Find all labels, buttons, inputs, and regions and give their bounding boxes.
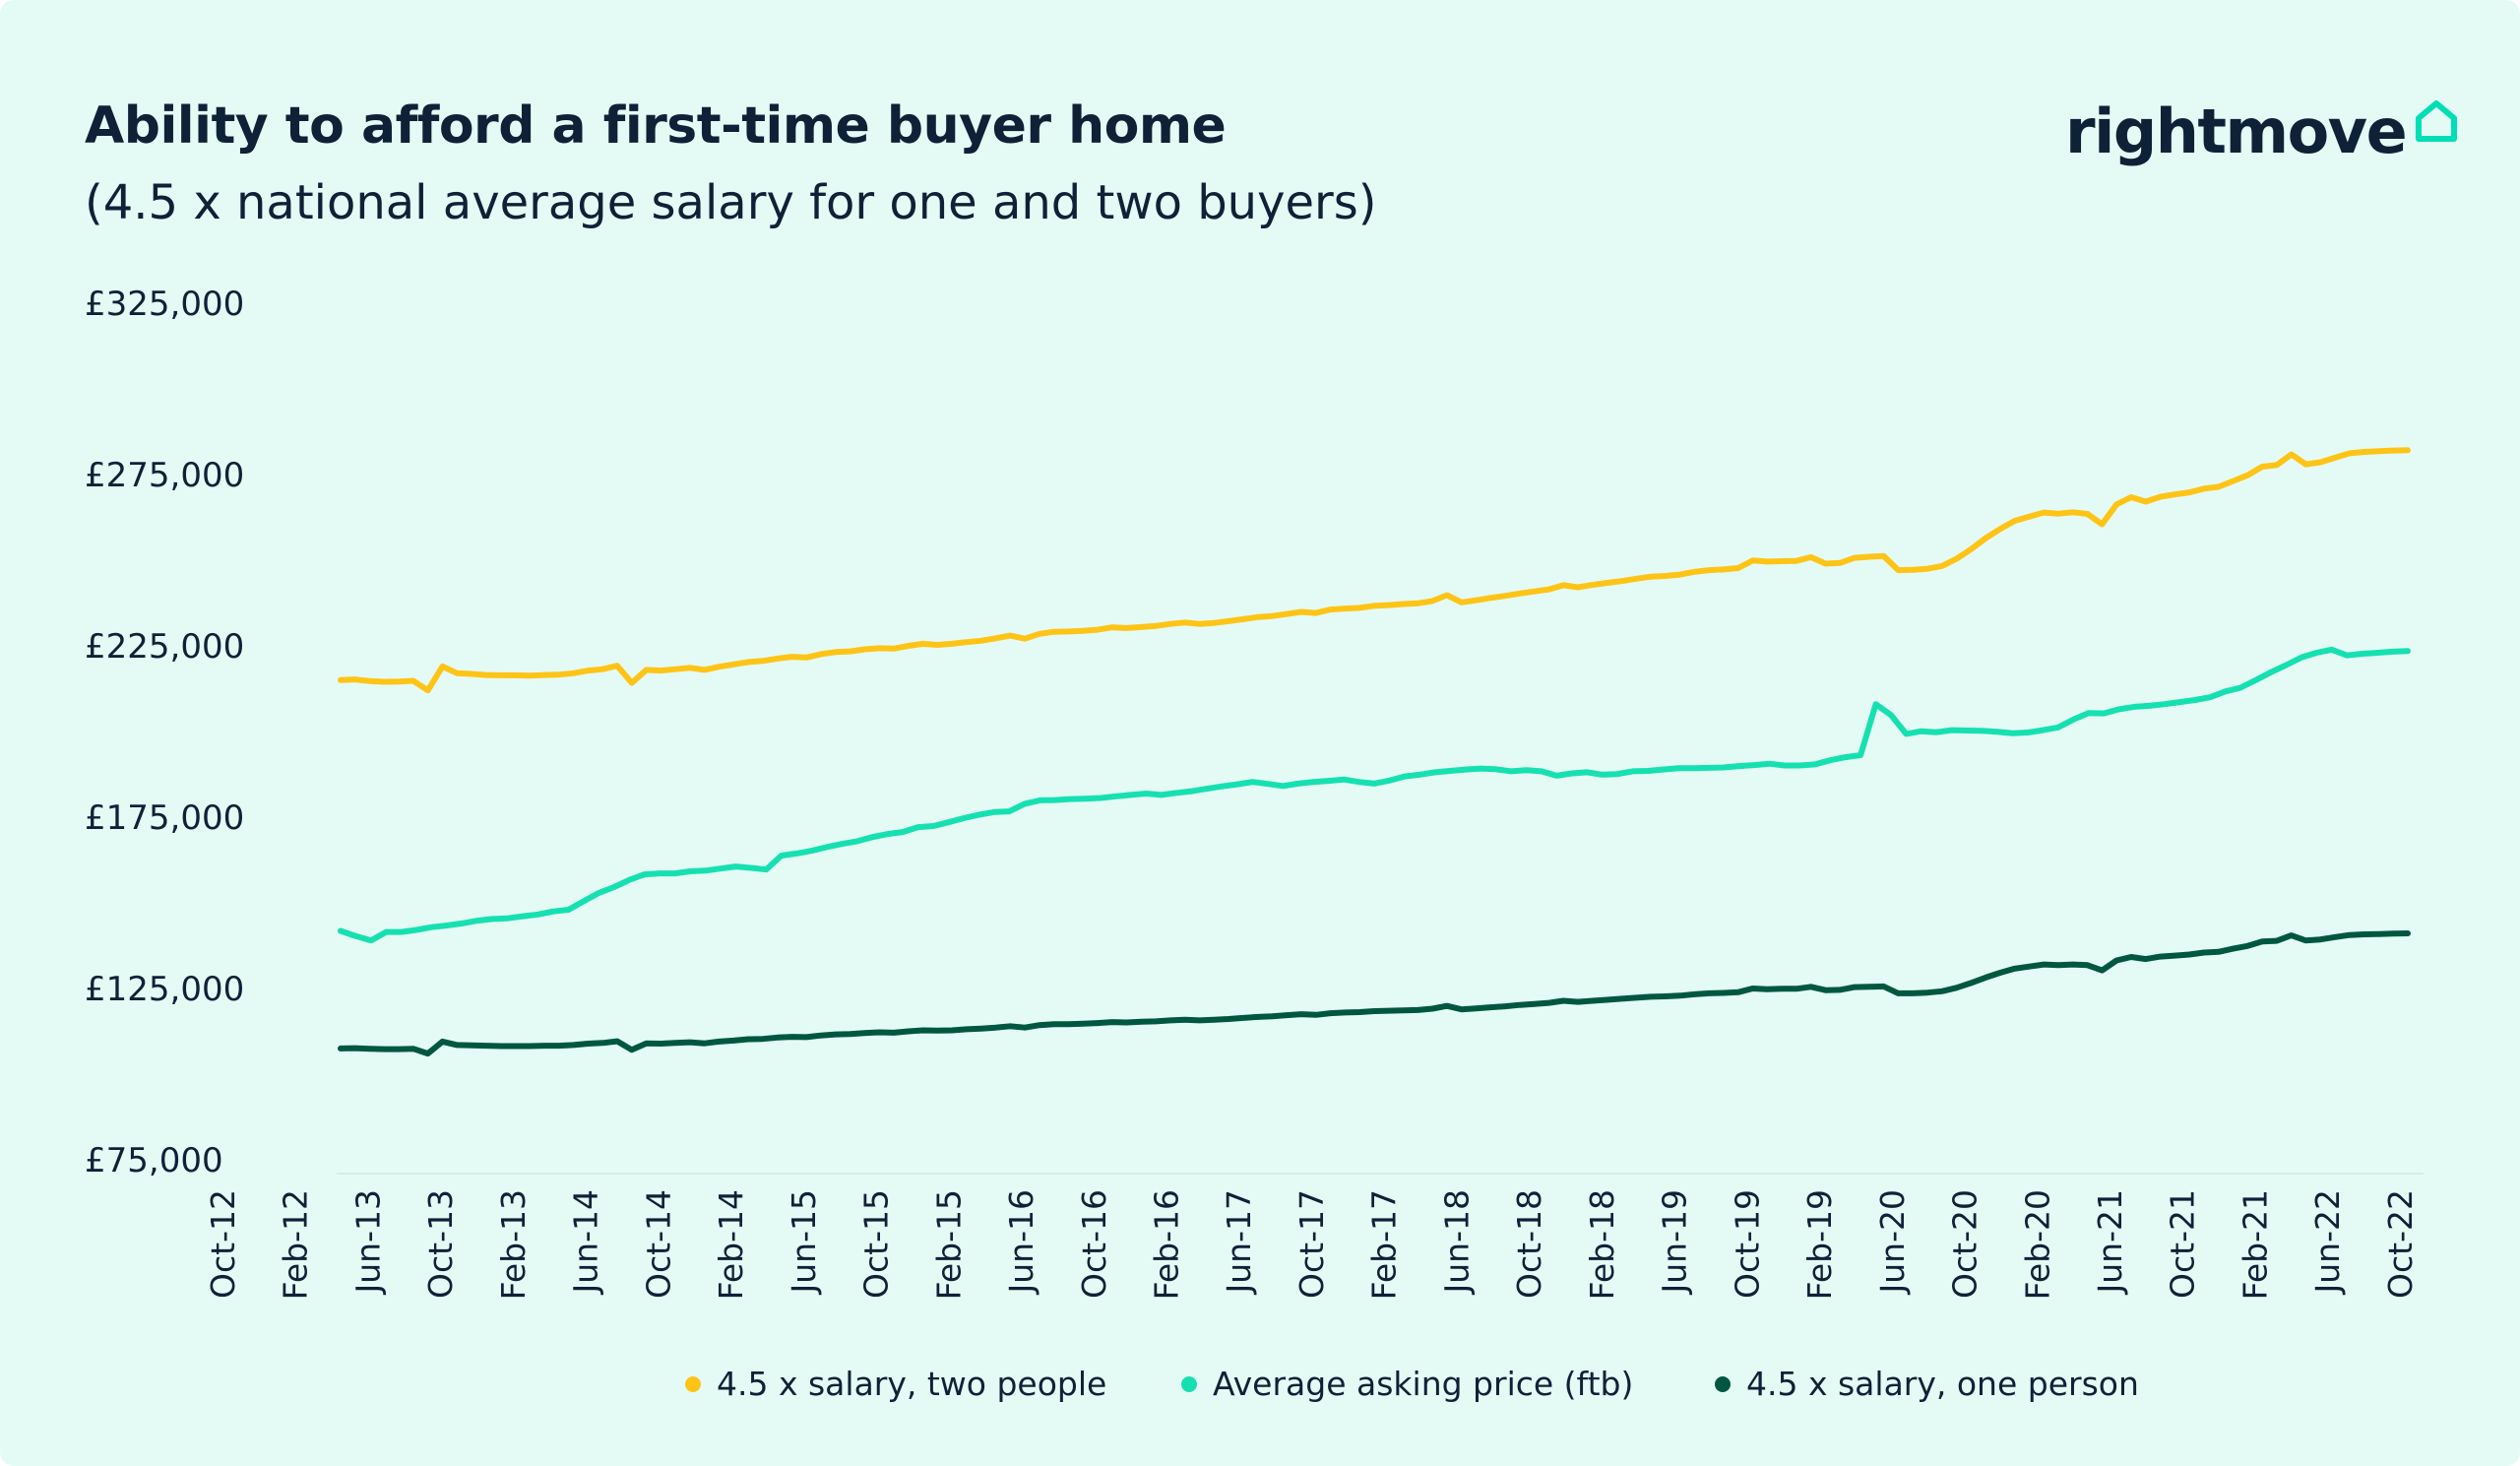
y-tick-label: £225,000 (85, 627, 244, 667)
x-tick-label: Feb-12 (277, 1189, 315, 1300)
x-tick-label: Oct-13 (421, 1189, 460, 1299)
logo-wordmark: rightmove (2065, 95, 2408, 167)
y-tick-label: £125,000 (85, 970, 244, 1009)
x-tick-label: Jun-14 (567, 1189, 605, 1295)
legend-label-asking-price: Average asking price (ftb) (1213, 1365, 1634, 1403)
x-tick-label: Feb-17 (1365, 1189, 1404, 1300)
legend-label-one-person: 4.5 x salary, one person (1746, 1365, 2139, 1403)
chart-title: Ability to afford a first-time buyer hom… (85, 96, 1227, 156)
x-tick-label: Feb-18 (1583, 1189, 1621, 1300)
x-tick-label: Oct-19 (1728, 1189, 1766, 1299)
x-tick-label: Jun-22 (2308, 1189, 2347, 1295)
x-tick-label: Jun-20 (1873, 1189, 1912, 1295)
series-lines (338, 447, 2411, 1057)
y-tick-label: £275,000 (85, 456, 244, 495)
y-tick-label: £325,000 (85, 285, 244, 324)
x-tick-label: Oct-18 (1510, 1189, 1548, 1299)
x-tick-label: Oct-16 (1075, 1189, 1113, 1299)
x-tick-label: Jun-16 (1002, 1189, 1040, 1295)
x-tick-label: Jun-17 (1220, 1189, 1258, 1295)
x-tick-label: Oct-14 (639, 1189, 677, 1299)
legend-label-two-people: 4.5 x salary, two people (717, 1365, 1107, 1403)
x-tick-label: Feb-15 (929, 1189, 968, 1300)
x-tick-label: Oct-20 (1946, 1189, 1984, 1299)
legend-swatch-two-people (685, 1375, 701, 1392)
legend-swatch-one-person (1715, 1375, 1731, 1392)
x-tick-label: Oct-21 (2164, 1189, 2202, 1299)
x-tick-label: Feb-13 (494, 1189, 533, 1300)
x-tick-label: Jun-18 (1437, 1189, 1476, 1295)
x-axis-ticks: Oct-12 Feb-12 Jun-13 Oct-13 Feb-13 Jun-14 Oct-… (204, 1189, 2420, 1300)
y-tick-label: £175,000 (85, 798, 244, 838)
x-tick-label: Jun-19 (1656, 1189, 1694, 1295)
chart-subtitle: (4.5 x national average salary for one a… (85, 175, 1377, 230)
x-tick-label: Oct-12 (204, 1189, 242, 1299)
x-tick-label: Jun-15 (785, 1189, 823, 1295)
legend-swatch-asking-price (1181, 1375, 1197, 1392)
x-tick-label: Oct-17 (1292, 1189, 1331, 1299)
x-tick-label: Oct-15 (857, 1189, 896, 1299)
x-tick-label: Feb-19 (1800, 1189, 1839, 1300)
x-tick-label: Feb-16 (1147, 1189, 1185, 1300)
y-tick-label: £75,000 (85, 1141, 223, 1180)
x-tick-label: Feb-14 (712, 1189, 750, 1300)
rightmove-logo: rightmove (2065, 87, 2459, 175)
x-tick-label: Jun-21 (2091, 1189, 2129, 1295)
x-tick-label: Feb-20 (2018, 1189, 2056, 1300)
y-axis-ticks: £325,000 £275,000 £225,000 £175,000 £125,000… (85, 285, 244, 1180)
x-tick-label: Oct-22 (2381, 1189, 2420, 1299)
series-line-3 (338, 930, 2411, 1057)
legend-item-asking-price: Average asking price (ftb) (1181, 1365, 1633, 1403)
legend-item-one-person: 4.5 x salary, one person (1715, 1365, 2139, 1403)
series-line-2 (338, 646, 2411, 944)
legend: 4.5 x salary, two people Average asking … (0, 1365, 2520, 1408)
series-line-1 (338, 447, 2411, 694)
legend-item-two-people: 4.5 x salary, two people (685, 1365, 1106, 1403)
house-outline-icon (2416, 100, 2458, 142)
x-tick-label: Feb-21 (2236, 1189, 2274, 1300)
x-tick-label: Jun-13 (348, 1189, 387, 1295)
